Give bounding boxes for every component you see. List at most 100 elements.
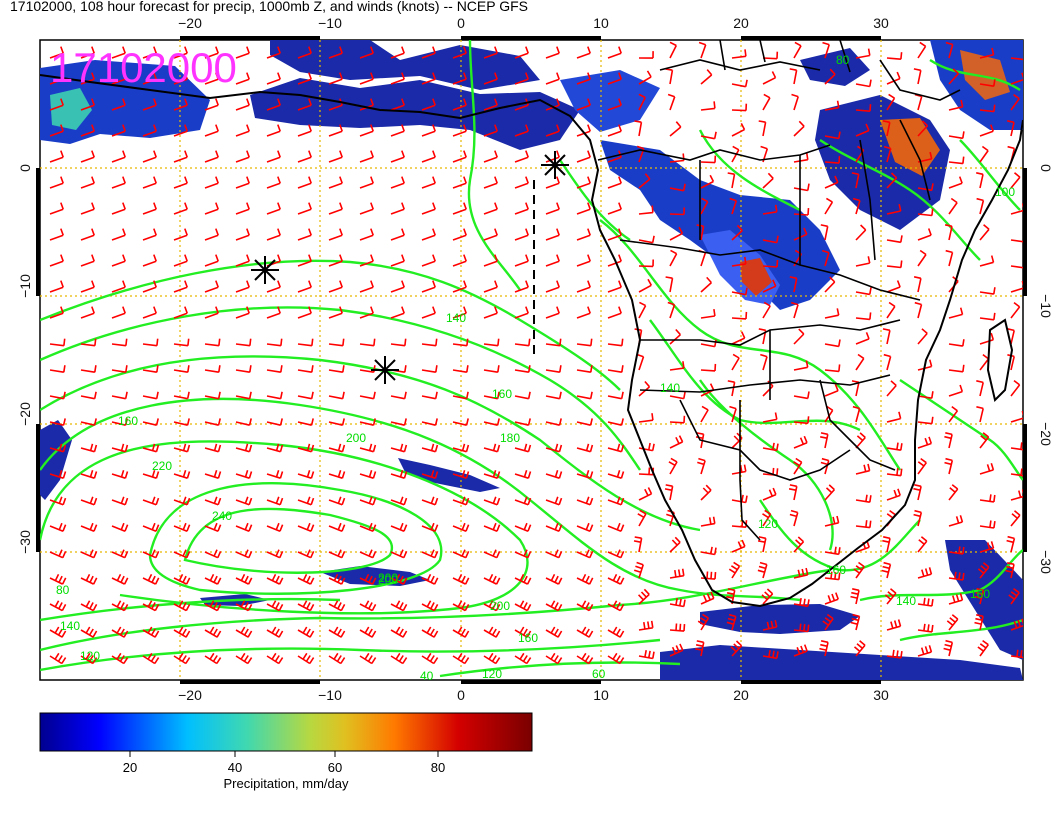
wind-barb <box>173 176 188 189</box>
wind-barb <box>545 150 560 163</box>
wind-barb <box>80 496 98 506</box>
wind-barb <box>328 338 345 347</box>
wind-barb <box>452 496 470 506</box>
wind-barb <box>173 600 191 612</box>
wind-barb <box>914 93 923 111</box>
wind-barb <box>669 361 685 371</box>
wind-barb <box>695 640 705 657</box>
wind-barb <box>948 307 964 319</box>
wind-barb <box>421 365 438 373</box>
wind-barb <box>421 496 439 506</box>
wind-barb <box>545 418 562 426</box>
wind-barb <box>204 549 222 559</box>
wind-barb <box>111 176 126 189</box>
wind-barb <box>235 573 253 585</box>
wind-barb <box>111 150 126 163</box>
wind-barb <box>824 592 839 605</box>
wind-barb <box>576 72 591 85</box>
wind-barb <box>545 124 560 137</box>
wind-barb <box>917 41 927 59</box>
wind-barb <box>328 549 346 559</box>
wind-barb <box>1010 72 1023 85</box>
wind-barb <box>390 600 408 612</box>
wind-barb <box>142 202 157 215</box>
contour-label: 240 <box>212 509 232 523</box>
wind-barb <box>80 652 98 665</box>
wind-barb <box>235 338 252 347</box>
wind-barb <box>111 228 126 241</box>
wind-barb <box>545 549 563 559</box>
wind-barb <box>824 384 839 397</box>
wind-barb <box>142 280 157 293</box>
wind-barb <box>111 365 128 373</box>
wind-barb <box>948 484 959 501</box>
wind-barb <box>824 546 841 556</box>
wind-barb <box>545 496 563 506</box>
wind-barb <box>235 124 250 137</box>
wind-barb <box>576 306 591 319</box>
wind-barb <box>638 301 647 319</box>
wind-barb <box>576 496 594 506</box>
wind-barb <box>111 496 129 506</box>
wind-barb <box>793 391 810 400</box>
wind-barb <box>886 204 902 215</box>
wind-barb <box>390 496 408 506</box>
wind-barb <box>142 254 157 267</box>
wind-barb <box>1010 172 1021 189</box>
wind-barb <box>390 522 408 532</box>
wind-barb <box>514 46 529 59</box>
wind-barb <box>111 418 128 426</box>
wind-barb <box>80 306 95 319</box>
wind-barb <box>514 280 529 293</box>
colorbar-tick-label: 60 <box>328 760 342 775</box>
wind-barb <box>80 391 97 400</box>
wind-barb <box>979 462 995 475</box>
wind-barb <box>266 150 281 163</box>
wind-barb <box>545 443 563 453</box>
wind-barb <box>855 432 866 449</box>
wind-barb <box>545 573 563 585</box>
wind-barb <box>669 623 686 632</box>
wind-barb <box>266 280 281 293</box>
wind-barb <box>204 254 219 267</box>
wind-barb <box>886 172 898 189</box>
wind-barb <box>545 254 560 267</box>
wind-barb <box>359 306 374 319</box>
wind-barb <box>235 391 252 400</box>
precip-patch <box>960 50 1010 100</box>
wind-barb <box>917 228 932 241</box>
wind-barb <box>111 280 126 293</box>
wind-barb <box>976 406 984 423</box>
wind-barb <box>452 124 467 137</box>
wind-barb <box>1010 379 1021 397</box>
wind-barb <box>576 600 594 612</box>
africa-coastline <box>40 74 1023 608</box>
wind-barb <box>944 432 953 449</box>
wind-barb <box>142 176 157 189</box>
wind-barb <box>421 338 438 347</box>
wind-barb <box>1010 239 1023 243</box>
wind-barb <box>855 353 865 371</box>
wind-barb <box>204 228 219 241</box>
wind-barb <box>824 484 835 501</box>
wind-barb <box>514 600 532 612</box>
wind-barb <box>514 549 532 559</box>
wind-barb <box>297 280 312 293</box>
wind-barb <box>328 496 346 506</box>
wind-barb <box>633 536 643 553</box>
wind-barb <box>789 276 798 293</box>
wind-barb <box>917 536 928 553</box>
wind-barb <box>855 256 871 267</box>
wind-barb <box>421 176 436 189</box>
wind-barb <box>607 306 622 319</box>
wind-barb <box>235 418 252 426</box>
wind-barb <box>266 365 283 373</box>
wind-barb <box>390 98 405 111</box>
wind-barb <box>979 494 996 503</box>
wind-barb <box>173 443 191 453</box>
wind-barb <box>979 79 996 87</box>
wind-barb <box>917 416 934 425</box>
wind-barb <box>545 600 563 612</box>
wind-barb <box>297 573 315 585</box>
wind-barb <box>359 470 377 479</box>
